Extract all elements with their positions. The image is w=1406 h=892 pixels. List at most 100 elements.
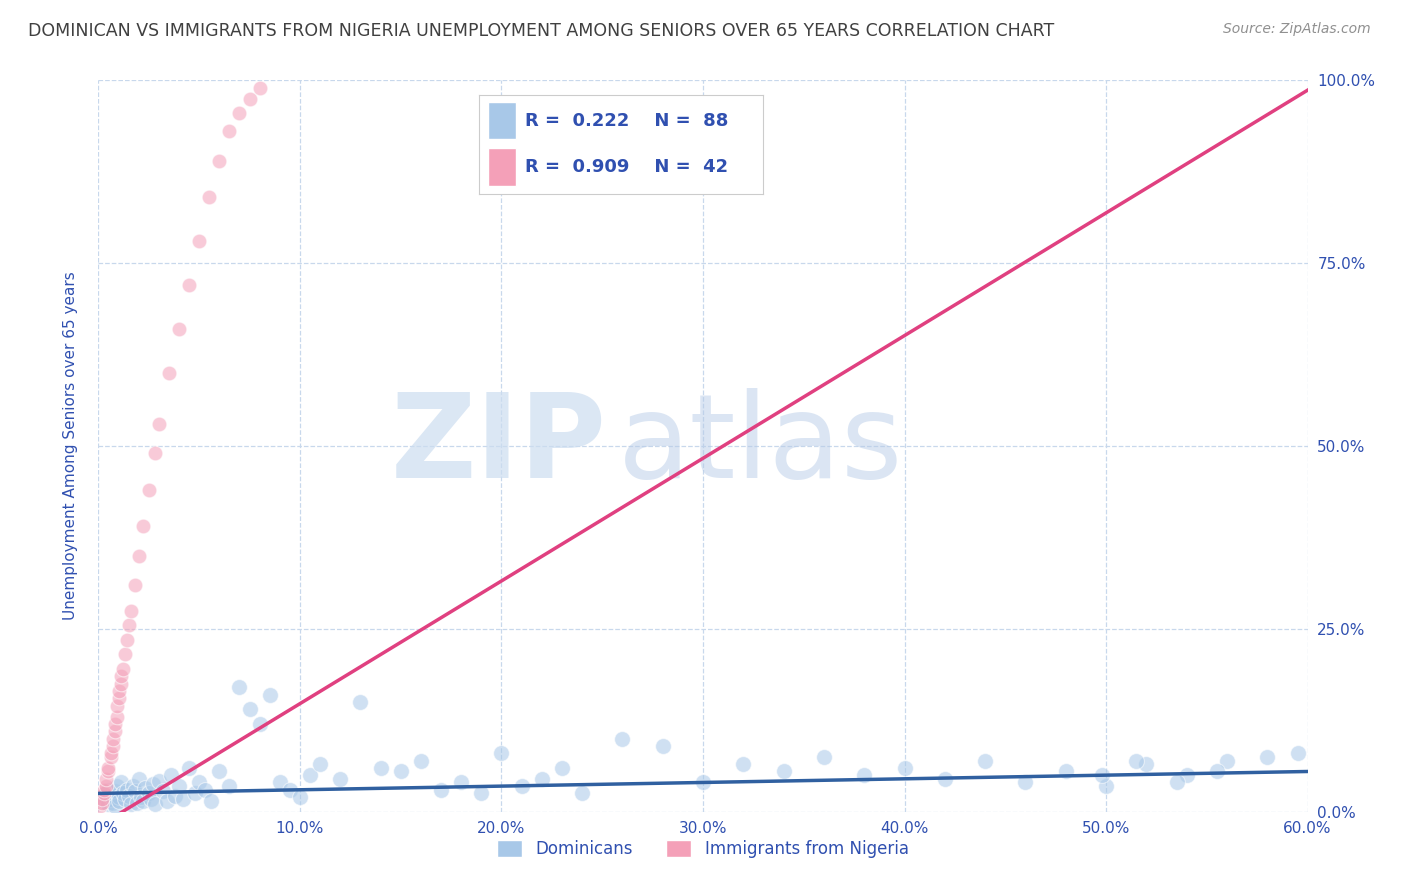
Point [269,775,291,789]
Point [101,731,124,746]
Point [853,768,876,782]
Point [115,632,138,647]
Point [1206,764,1229,779]
Point [101,739,124,753]
Point [101,789,124,803]
Point [132,519,155,533]
Point [450,775,472,789]
Point [1256,749,1278,764]
Point [120,603,142,617]
Point [157,366,180,380]
Point [100,749,122,764]
Point [97,761,120,775]
Point [103,784,125,798]
Point [121,779,143,793]
Point [148,417,170,431]
Point [167,322,190,336]
Point [91,796,114,810]
Point [1216,754,1239,768]
Point [110,669,132,683]
Point [105,698,128,713]
Point [138,483,160,497]
Point [1286,746,1309,760]
Point [110,775,132,789]
Point [179,761,201,775]
Point [91,791,114,805]
Point [571,787,593,801]
Point [152,784,174,798]
Point [118,789,141,803]
Point [249,80,271,95]
Point [772,764,794,779]
Point [167,779,190,793]
Point [93,787,115,801]
Point [103,798,125,813]
Point [100,746,122,760]
Point [115,782,138,797]
Point [194,782,217,797]
Text: Source: ZipAtlas.com: Source: ZipAtlas.com [1223,22,1371,37]
Point [1014,775,1036,789]
Point [129,790,152,805]
Point [692,775,714,789]
Point [114,648,136,662]
Point [96,772,118,786]
Point [370,761,392,775]
Point [111,662,134,676]
Point [97,782,120,797]
Point [228,106,250,120]
Text: atlas: atlas [619,389,904,503]
Point [96,779,118,793]
Point [249,717,271,731]
Point [97,764,120,779]
Point [125,796,148,810]
Point [1125,754,1147,768]
Point [510,779,533,793]
Point [163,789,186,803]
Point [329,772,352,786]
Point [813,749,835,764]
Point [132,794,155,808]
Point [97,797,120,812]
Point [101,796,124,810]
Point [128,772,150,786]
Point [934,772,956,786]
Point [110,676,132,690]
Point [1091,768,1114,782]
Point [188,775,211,789]
Point [107,794,129,808]
Point [107,691,129,706]
Point [107,790,129,805]
Point [1054,764,1077,779]
Point [200,794,222,808]
Text: DOMINICAN VS IMMIGRANTS FROM NIGERIA UNEMPLOYMENT AMONG SENIORS OVER 65 YEARS CO: DOMINICAN VS IMMIGRANTS FROM NIGERIA UNE… [28,22,1054,40]
Point [239,702,262,716]
Point [120,797,142,812]
Point [612,731,634,746]
Point [259,688,281,702]
Point [651,739,673,753]
Point [93,794,115,808]
Point [530,772,553,786]
Point [551,761,574,775]
Point [1095,779,1118,793]
Point [139,791,162,805]
Point [114,791,136,805]
Point [228,681,250,695]
Point [389,764,412,779]
Point [208,153,231,168]
Point [1135,757,1157,772]
Point [299,768,322,782]
Point [1166,775,1188,789]
Point [188,234,211,248]
Point [198,190,221,204]
Point [288,790,311,805]
Point [124,578,146,592]
Point [349,695,371,709]
Point [124,784,146,798]
Point [309,757,332,772]
Point [89,798,111,813]
Point [105,709,128,723]
Point [142,777,165,791]
Text: ZIP: ZIP [391,389,606,503]
